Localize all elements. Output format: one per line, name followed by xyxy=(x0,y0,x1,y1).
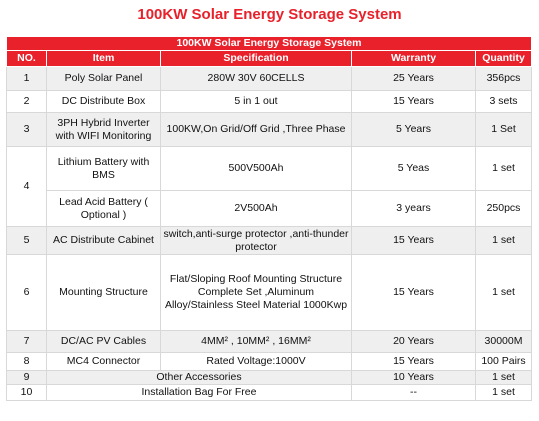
item: Lithium Battery with BMS xyxy=(46,146,161,191)
specification: 2V500Ah xyxy=(160,190,352,227)
item: Lead Acid Battery ( Optional ) xyxy=(46,190,161,227)
table-row: 9 Other Accessories 10 Years 1 set xyxy=(6,370,532,385)
row-number: 3 xyxy=(6,112,47,147)
specification: 500V500Ah xyxy=(160,146,352,191)
table-row: 7 DC/AC PV Cables 4MM² , 10MM² , 16MM² 20 Y… xyxy=(6,330,532,353)
table-row: 10 Installation Bag For Free -- 1 set xyxy=(6,384,532,401)
item: Other Accessories xyxy=(46,370,352,385)
item: Installation Bag For Free xyxy=(46,384,352,401)
specification: 280W 30V 60CELLS xyxy=(160,66,352,91)
table-row: 2 DC Distribute Box 5 in 1 out 15 Years 3 se… xyxy=(6,90,532,113)
row-number: 6 xyxy=(6,254,47,331)
quantity: 1 Set xyxy=(475,112,532,147)
column-header: Warranty xyxy=(351,50,476,67)
quantity: 1 set xyxy=(475,384,532,401)
warranty: -- xyxy=(351,384,476,401)
warranty: 15 Years xyxy=(351,90,476,113)
row-number: 7 xyxy=(6,330,47,353)
specification: 4MM² , 10MM² , 16MM² xyxy=(160,330,352,353)
quantity: 250pcs xyxy=(475,190,532,227)
row-number: 1 xyxy=(6,66,47,91)
column-header: NO. xyxy=(6,50,47,67)
header-row: NO. Item Specification Warranty Quantity xyxy=(6,50,532,67)
specification: 100KW,On Grid/Off Grid ,Three Phase xyxy=(160,112,352,147)
warranty: 10 Years xyxy=(351,370,476,385)
item: DC/AC PV Cables xyxy=(46,330,161,353)
quantity: 1 set xyxy=(475,146,532,191)
table-row: 4 Lithium Battery with BMS 500V500Ah 5 Yeas… xyxy=(6,146,532,227)
quantity: 1 set xyxy=(475,370,532,385)
item: Poly Solar Panel xyxy=(46,66,161,91)
column-header: Item xyxy=(46,50,161,67)
quantity: 3 sets xyxy=(475,90,532,113)
warranty: 25 Years xyxy=(351,66,476,91)
specification: switch,anti-surge protector ,anti-thunde… xyxy=(160,226,352,255)
table-row: 6 Mounting Structure Flat/Sloping Roof Mou… xyxy=(6,254,532,331)
row-number: 8 xyxy=(6,352,47,371)
quantity: 1 set xyxy=(475,226,532,255)
warranty: 3 years xyxy=(351,190,476,227)
spec-table: 100KW Solar Energy Storage System NO. Item… xyxy=(6,36,532,401)
warranty: 5 Years xyxy=(351,112,476,147)
quantity: 100 Pairs xyxy=(475,352,532,371)
column-header: Quantity xyxy=(475,50,532,67)
specification: 5 in 1 out xyxy=(160,90,352,113)
table-caption: 100KW Solar Energy Storage System xyxy=(6,36,532,51)
caption-row: 100KW Solar Energy Storage System xyxy=(6,36,532,51)
item: MC4 Connector xyxy=(46,352,161,371)
quantity: 356pcs xyxy=(475,66,532,91)
table-row: 3 3PH Hybrid Inverter with WIFI Monitorin… xyxy=(6,112,532,147)
row-number: 5 xyxy=(6,226,47,255)
table-row: 8 MC4 Connector Rated Voltage:1000V 15 Year… xyxy=(6,352,532,371)
warranty: 20 Years xyxy=(351,330,476,353)
table-row: Lead Acid Battery ( Optional ) 2V500Ah 3 y… xyxy=(7,190,532,227)
table-row: 5 AC Distribute Cabinet switch,anti-surge … xyxy=(6,226,532,255)
quantity: 1 set xyxy=(475,254,532,331)
warranty: 15 Years xyxy=(351,226,476,255)
item: DC Distribute Box xyxy=(46,90,161,113)
row-number: 9 xyxy=(6,370,47,385)
row-number: 2 xyxy=(6,90,47,113)
item: 3PH Hybrid Inverter with WIFI Monitoring xyxy=(46,112,161,147)
quantity: 30000M xyxy=(475,330,532,353)
table-row: 1 Poly Solar Panel 280W 30V 60CELLS 25 Year… xyxy=(6,66,532,91)
row-number: 4 xyxy=(6,146,47,227)
column-header: Specification xyxy=(160,50,352,67)
specification: Rated Voltage:1000V xyxy=(160,352,352,371)
warranty: 15 Years xyxy=(351,254,476,331)
item: Mounting Structure xyxy=(46,254,161,331)
row-number: 10 xyxy=(6,384,47,401)
specification: Flat/Sloping Roof Mounting Structure Com… xyxy=(160,254,352,331)
page-title: 100KW Solar Energy Storage System xyxy=(137,6,402,23)
warranty: 15 Years xyxy=(351,352,476,371)
warranty: 5 Yeas xyxy=(351,146,476,191)
item: AC Distribute Cabinet xyxy=(46,226,161,255)
